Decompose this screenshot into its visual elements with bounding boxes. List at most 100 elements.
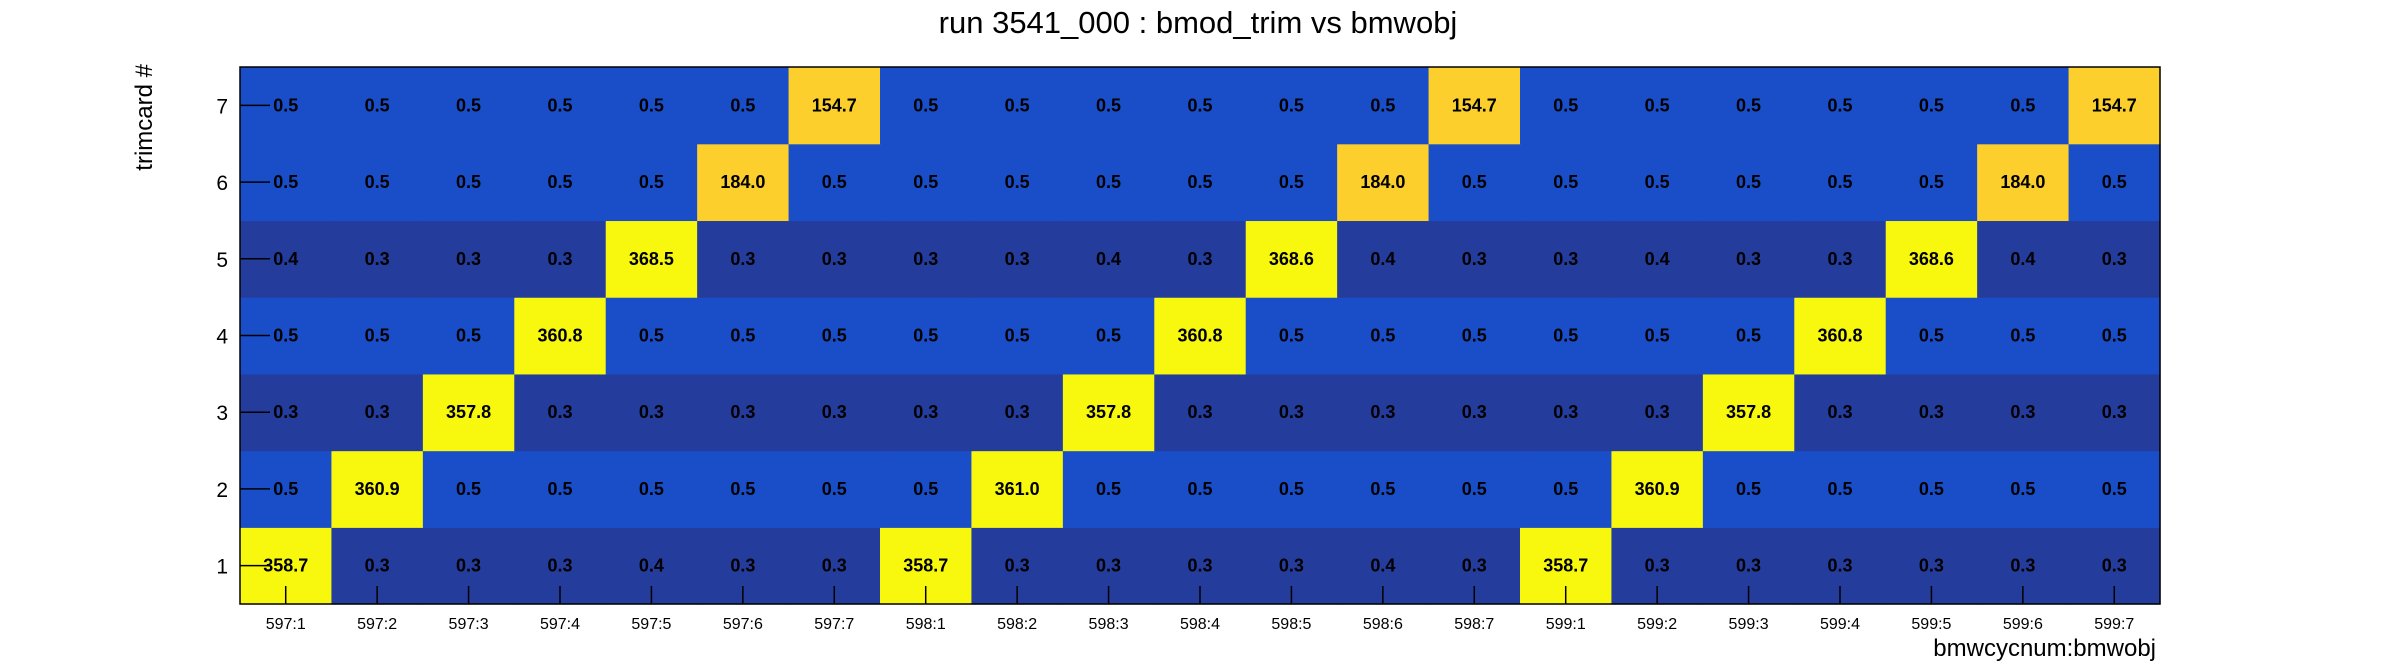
heatmap-cell-label: 0.5 (1462, 479, 1487, 499)
heatmap-cell (1337, 450, 1430, 528)
heatmap-cell-labels: 358.7 0.3 0.3 0.3 0.4 0.3 0.3 358.7 0.3 0.3 0.3 0.3… (263, 95, 2137, 575)
heatmap-cell (1977, 143, 2070, 222)
heatmap-cell-label: 184.0 (2000, 172, 2045, 192)
heatmap-cell (331, 297, 424, 375)
heatmap-cell (697, 450, 790, 528)
heatmap-cell-label: 0.3 (1736, 556, 1761, 576)
heatmap-cell (1428, 220, 1521, 298)
heatmap-cell-label: 0.5 (913, 326, 938, 346)
heatmap-cell-label: 357.8 (1726, 402, 1771, 422)
heatmap-cell (1245, 67, 1338, 145)
heatmap-cell-label: 0.5 (365, 172, 390, 192)
heatmap-cell-label: 0.3 (1005, 249, 1030, 269)
heatmap-cell-label: 0.5 (1187, 95, 1212, 115)
y-tick-label: 5 (216, 249, 228, 272)
heatmap-cell (331, 450, 424, 528)
x-tick-label: 597:1 (266, 616, 306, 633)
heatmap-cell (971, 143, 1064, 222)
heatmap-cell-label: 360.9 (355, 479, 400, 499)
heatmap-cell-label: 0.5 (1919, 326, 1944, 346)
heatmap-cell-label: 0.4 (1370, 556, 1395, 576)
heatmap-cell-label: 0.5 (1005, 95, 1030, 115)
x-tick-label: 597:5 (631, 616, 671, 633)
heatmap-cell-label: 0.5 (2010, 95, 2035, 115)
heatmap-cell (514, 373, 607, 452)
heatmap-cell (331, 143, 424, 222)
y-tick-label: 3 (216, 402, 228, 425)
x-tick-label: 599:4 (1820, 616, 1860, 633)
heatmap-cell (697, 373, 790, 452)
heatmap-cell-label: 0.5 (1553, 479, 1578, 499)
heatmap-cell-label: 0.3 (1827, 402, 1852, 422)
heatmap-cell (1977, 220, 2070, 298)
heatmap-cell (2068, 373, 2161, 452)
heatmap-cell (697, 143, 790, 222)
heatmap-cell-label: 0.3 (730, 402, 755, 422)
heatmap-cell-label: 360.8 (1177, 326, 1222, 346)
heatmap-cell (1702, 143, 1795, 222)
heatmap-cell-label: 0.5 (273, 479, 298, 499)
heatmap-cell-label: 0.5 (1736, 326, 1761, 346)
heatmap-cell-label: 0.5 (1827, 172, 1852, 192)
heatmap-cell-label: 184.0 (1360, 172, 1405, 192)
heatmap-cell (1794, 373, 1887, 452)
heatmap-cell (1611, 143, 1704, 222)
heatmap-cell-label: 0.3 (547, 249, 572, 269)
x-tick-label: 599:7 (2094, 616, 2134, 633)
heatmap-cell (1794, 220, 1887, 298)
heatmap-cell (1245, 450, 1338, 528)
heatmap-cell-label: 0.5 (1279, 479, 1304, 499)
heatmap-cell (1794, 67, 1887, 145)
heatmap-cell-label: 0.5 (913, 95, 938, 115)
heatmap-cell-label: 0.3 (456, 556, 481, 576)
heatmap-cell-label: 0.5 (639, 172, 664, 192)
heatmap-cell (2068, 143, 2161, 222)
x-tick-label: 598:3 (1089, 616, 1129, 633)
x-tick-label: 598:2 (997, 616, 1037, 633)
heatmap-cell (1520, 450, 1613, 528)
heatmap-cell (1611, 373, 1704, 452)
x-tick-label: 599:5 (1911, 616, 1951, 633)
heatmap-cell-label: 0.3 (1005, 402, 1030, 422)
x-tick-label: 599:3 (1729, 616, 1769, 633)
heatmap-cell-label: 0.4 (1645, 249, 1670, 269)
heatmap-cell (1245, 143, 1338, 222)
heatmap-cell-label: 0.5 (1736, 172, 1761, 192)
heatmap-cell-label: 0.5 (1187, 172, 1212, 192)
heatmap-cell (1062, 450, 1155, 528)
heatmap-cell (971, 67, 1064, 145)
heatmap-cell (788, 220, 881, 298)
heatmap-cell-label: 0.5 (1370, 95, 1395, 115)
heatmap-cell (605, 143, 698, 222)
heatmap-cell (605, 220, 698, 298)
x-tick-label: 599:6 (2003, 616, 2043, 633)
heatmap-cell-label: 0.4 (2010, 249, 2035, 269)
heatmap-cell-label: 0.5 (273, 326, 298, 346)
heatmap-cell-label: 0.5 (1096, 326, 1121, 346)
heatmap-cell-label: 0.3 (730, 249, 755, 269)
heatmap-cell-label: 0.5 (1645, 326, 1670, 346)
heatmap-cell-label: 0.5 (2102, 326, 2127, 346)
heatmap-cell (1337, 143, 1430, 222)
heatmap-cell (1977, 297, 2070, 375)
heatmap-cell (1154, 450, 1247, 528)
heatmap-cell (1428, 373, 1521, 452)
heatmap-cell (1702, 373, 1795, 452)
heatmap-cell-label: 0.5 (1279, 95, 1304, 115)
heatmap-cell-label: 0.3 (822, 402, 847, 422)
heatmap-cell (1154, 143, 1247, 222)
heatmap-cell-label: 0.3 (1187, 402, 1212, 422)
heatmap-cell (1337, 220, 1430, 298)
heatmap-cell-label: 0.5 (456, 172, 481, 192)
heatmap-cell (788, 143, 881, 222)
heatmap-cell (1885, 220, 1978, 298)
heatmap-cell (1154, 220, 1247, 298)
heatmap-cell (1794, 450, 1887, 528)
heatmap-cell (1428, 297, 1521, 375)
heatmap-cell-label: 361.0 (995, 479, 1040, 499)
heatmap-cell-label: 0.5 (730, 95, 755, 115)
heatmap-cell-label: 0.3 (547, 402, 572, 422)
heatmap-cell (880, 297, 973, 375)
heatmap-cell-label: 0.5 (1279, 172, 1304, 192)
